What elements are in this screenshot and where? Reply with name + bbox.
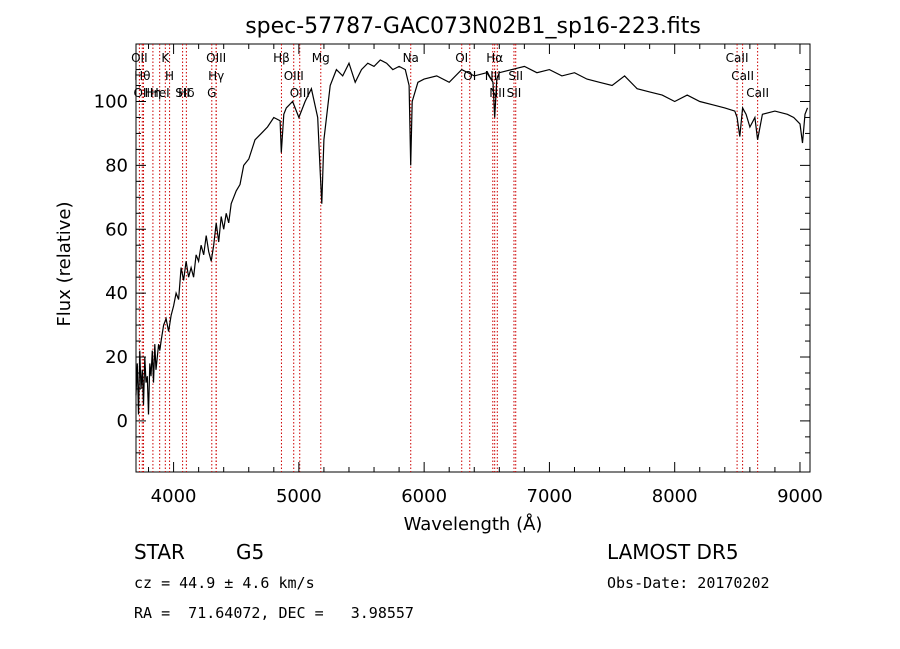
y-tick-label: 0 <box>117 411 128 432</box>
y-axis-label: Flux (relative) <box>54 201 75 326</box>
line-marker-label: G <box>207 86 216 100</box>
line-marker-label: CaII <box>731 69 754 83</box>
line-marker-label: Hη <box>145 86 162 100</box>
line-marker-label: OI <box>455 51 468 65</box>
redshift-velocity: cz = 44.9 ± 4.6 km/s <box>134 574 315 592</box>
line-marker-label: CaII <box>726 51 749 65</box>
line-marker-label: Hδ <box>178 86 194 100</box>
line-marker-label: OIII <box>290 86 310 100</box>
line-marker-label: Hθ <box>134 69 150 83</box>
observation-date: Obs-Date: 20170202 <box>607 574 770 592</box>
y-tick-label: 100 <box>94 91 128 112</box>
y-tick-label: 40 <box>105 283 128 304</box>
y-tick-label: 20 <box>105 347 128 368</box>
line-marker-label: NII <box>489 86 505 100</box>
line-marker-label: H <box>165 69 174 83</box>
line-marker-label: Na <box>403 51 419 65</box>
x-tick-label: 6000 <box>401 486 447 507</box>
line-marker-label: SII <box>508 69 523 83</box>
line-marker-label: Mg <box>312 51 330 65</box>
line-marker-label: Hγ <box>208 69 224 83</box>
y-tick-label: 60 <box>105 219 128 240</box>
line-marker-label: SII <box>507 86 522 100</box>
line-marker-label: Hα <box>486 51 503 65</box>
x-tick-label: 7000 <box>527 486 573 507</box>
object-class: STAR <box>134 540 185 564</box>
sky-coordinates: RA = 71.64072, DEC = 3.98557 <box>134 604 414 622</box>
line-marker-label: OIII <box>133 86 153 100</box>
x-axis: 4000 5000 6000 7000 8000 9000 <box>148 44 823 507</box>
line-marker-label: OIII <box>206 51 226 65</box>
x-tick-label: 8000 <box>652 486 698 507</box>
survey-name: LAMOST DR5 <box>607 540 739 564</box>
line-marker-label: OII <box>131 51 148 65</box>
line-marker-label: CaII <box>746 86 769 100</box>
spectrum-series-line <box>135 59 809 415</box>
x-tick-label: 5000 <box>276 486 322 507</box>
x-tick-label: 9000 <box>777 486 823 507</box>
line-marker-label: HeI <box>150 86 170 100</box>
line-markers <box>138 44 759 472</box>
plot-frame <box>135 43 811 473</box>
object-subclass: G5 <box>236 540 265 564</box>
y-tick-label: 80 <box>105 155 128 176</box>
x-axis-label: Wavelength (Å) <box>404 513 543 535</box>
line-marker-labels: OIIHθOIIIHηHeIKHSIIHδOIIIHγGHβOIIIOIIIMg… <box>131 51 769 100</box>
line-marker-label: Hβ <box>273 51 290 65</box>
x-tick-label: 4000 <box>151 486 197 507</box>
chart-title: spec-57787-GAC073N02B1_sp16-223.fits <box>245 14 701 39</box>
line-marker-label: SII <box>175 86 190 100</box>
line-marker-label: K <box>161 51 170 65</box>
y-axis: 0 20 40 60 80 100 <box>94 69 810 454</box>
line-marker-label: OIII <box>284 69 304 83</box>
